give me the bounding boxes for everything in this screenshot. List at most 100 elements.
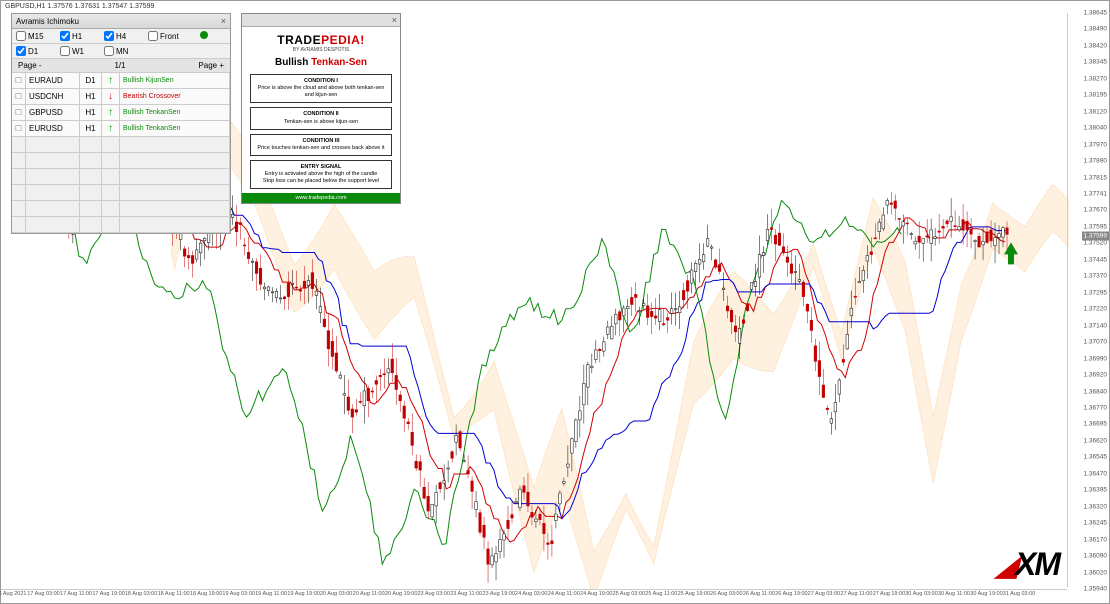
time-label: 20 Aug 03:00 (320, 591, 352, 597)
price-label: 1.36090 (1084, 553, 1108, 560)
pager: Page - 1/1 Page + (12, 59, 230, 73)
time-label: 23 Aug 03:00 (417, 591, 449, 597)
signal-row[interactable]: ☐ EURAUD D1 ↑ Bullish KijunSen (12, 73, 230, 89)
panel-header[interactable]: Avramis Ichimoku × (12, 14, 230, 29)
empty-row (12, 201, 230, 217)
signal-name: Bullish TenkanSen (120, 105, 230, 120)
time-label: 20 Aug 11:00 (353, 591, 385, 597)
signal-row[interactable]: ☐ GBPUSD H1 ↑ Bullish TenkanSen (12, 105, 230, 121)
signal-title: Bullish Tenkan-Sen (250, 57, 392, 68)
time-label: 25 Aug 11:00 (645, 591, 677, 597)
price-label: 1.38420 (1084, 42, 1108, 49)
time-label: 27 Aug 03:00 (808, 591, 840, 597)
tradepedia-panel: × TRADEPEDIA! BY AVRAMIS DESPOTIS Bullis… (241, 13, 401, 204)
tp-close-bar: × (242, 14, 400, 27)
time-label: 24 Aug 11:00 (548, 591, 580, 597)
time-label: 25 Aug 19:00 (678, 591, 710, 597)
price-label: 1.37670 (1084, 207, 1108, 214)
time-label: 18 Aug 03:00 (125, 591, 157, 597)
price-label: 1.37970 (1084, 141, 1108, 148)
timeframe-row-1: M15 H1 H4 Front (12, 29, 230, 44)
tf-w1[interactable]: W1 (60, 46, 102, 56)
price-label: 1.37815 (1084, 174, 1108, 181)
tf-d1[interactable]: D1 (16, 46, 58, 56)
cart-icon[interactable]: ☐ (12, 105, 26, 120)
price-label: 1.36620 (1084, 437, 1108, 444)
time-label: 27 Aug 11:00 (840, 591, 872, 597)
time-label: 23 Aug 11:00 (450, 591, 482, 597)
symbol: EURUSD (26, 121, 80, 136)
price-label: 1.36395 (1084, 487, 1108, 494)
signal-row[interactable]: ☐ EURUSD H1 ↑ Bullish TenkanSen (12, 121, 230, 137)
time-label: 30 Aug 03:00 (905, 591, 937, 597)
price-label: 1.37445 (1084, 256, 1108, 263)
time-label: 17 Aug 11:00 (60, 591, 92, 597)
empty-row (12, 153, 230, 169)
price-label: 1.36545 (1084, 454, 1108, 461)
price-label: 1.38120 (1084, 108, 1108, 115)
time-label: 16 Aug 2021 (0, 591, 26, 597)
tf-mn[interactable]: MN (104, 46, 146, 56)
condition-box: CONDITION IPrice is above the cloud and … (250, 74, 392, 103)
price-label: 1.36840 (1084, 388, 1108, 395)
condition-box: ENTRY SIGNALEntry is activated above the… (250, 160, 392, 189)
signal-name: Bullish TenkanSen (120, 121, 230, 136)
time-label: 20 Aug 19:00 (385, 591, 417, 597)
price-label: 1.37370 (1084, 273, 1108, 280)
time-label: 17 Aug 19:00 (92, 591, 124, 597)
tf-h1[interactable]: H1 (60, 31, 102, 41)
signal-name: Bearish Crossover (120, 89, 230, 104)
cart-icon[interactable]: ☐ (12, 89, 26, 104)
cart-icon[interactable]: ☐ (12, 121, 26, 136)
signal-name: Bullish KijunSen (120, 73, 230, 88)
time-label: 19 Aug 11:00 (255, 591, 287, 597)
signal-row[interactable]: ☐ USDCNH H1 ↓ Bearish Crossover (12, 89, 230, 105)
price-label: 1.36695 (1084, 421, 1108, 428)
tf-front[interactable]: Front (148, 31, 198, 41)
arrow-up-icon: ↑ (102, 105, 120, 120)
page-next[interactable]: Page + (198, 61, 224, 70)
panel-title: Avramis Ichimoku (16, 17, 79, 26)
symbol: EURAUD (26, 73, 80, 88)
signal-tf: H1 (80, 121, 102, 136)
time-label: 30 Aug 19:00 (970, 591, 1002, 597)
time-label: 19 Aug 19:00 (287, 591, 319, 597)
arrow-up-icon: ↑ (102, 73, 120, 88)
arrow-down-icon: ↓ (102, 89, 120, 104)
signal-tf: H1 (80, 105, 102, 120)
price-label: 1.36470 (1084, 470, 1108, 477)
tf-m15[interactable]: M15 (16, 31, 58, 41)
tf-h4[interactable]: H4 (104, 31, 146, 41)
price-label: 1.37295 (1084, 289, 1108, 296)
time-label: 18 Aug 19:00 (190, 591, 222, 597)
condition-box: CONDITION IITenkan-sen is above kijun-se… (250, 107, 392, 129)
empty-row (12, 185, 230, 201)
close-icon[interactable]: × (392, 15, 397, 25)
page-prev[interactable]: Page - (18, 61, 42, 70)
time-label: 26 Aug 03:00 (710, 591, 742, 597)
empty-row (12, 217, 230, 233)
current-price-tag: 1.37599 (1082, 231, 1110, 240)
time-label: 27 Aug 19:00 (873, 591, 905, 597)
time-label: 30 Aug 11:00 (938, 591, 970, 597)
price-label: 1.37140 (1084, 322, 1108, 329)
price-label: 1.37595 (1084, 223, 1108, 230)
time-label: 24 Aug 19:00 (580, 591, 612, 597)
symbol: GBPUSD (26, 105, 80, 120)
price-label: 1.36320 (1084, 503, 1108, 510)
time-label: 24 Aug 03:00 (515, 591, 547, 597)
price-label: 1.37520 (1084, 240, 1108, 247)
arrow-up-icon: ↑ (102, 121, 120, 136)
time-label: 18 Aug 11:00 (158, 591, 190, 597)
cart-icon[interactable]: ☐ (12, 73, 26, 88)
price-label: 1.38040 (1084, 125, 1108, 132)
page-count: 1/1 (114, 61, 125, 70)
close-icon[interactable]: × (221, 16, 226, 26)
time-label: 25 Aug 03:00 (613, 591, 645, 597)
tradepedia-logo: TRADEPEDIA! (250, 33, 392, 47)
signal-tf: H1 (80, 89, 102, 104)
price-label: 1.36170 (1084, 536, 1108, 543)
time-axis: 16 Aug 202117 Aug 03:0017 Aug 11:0017 Au… (1, 589, 1067, 601)
timeframe-row-2: D1 W1 MN (12, 44, 230, 59)
time-label: 17 Aug 03:00 (27, 591, 59, 597)
